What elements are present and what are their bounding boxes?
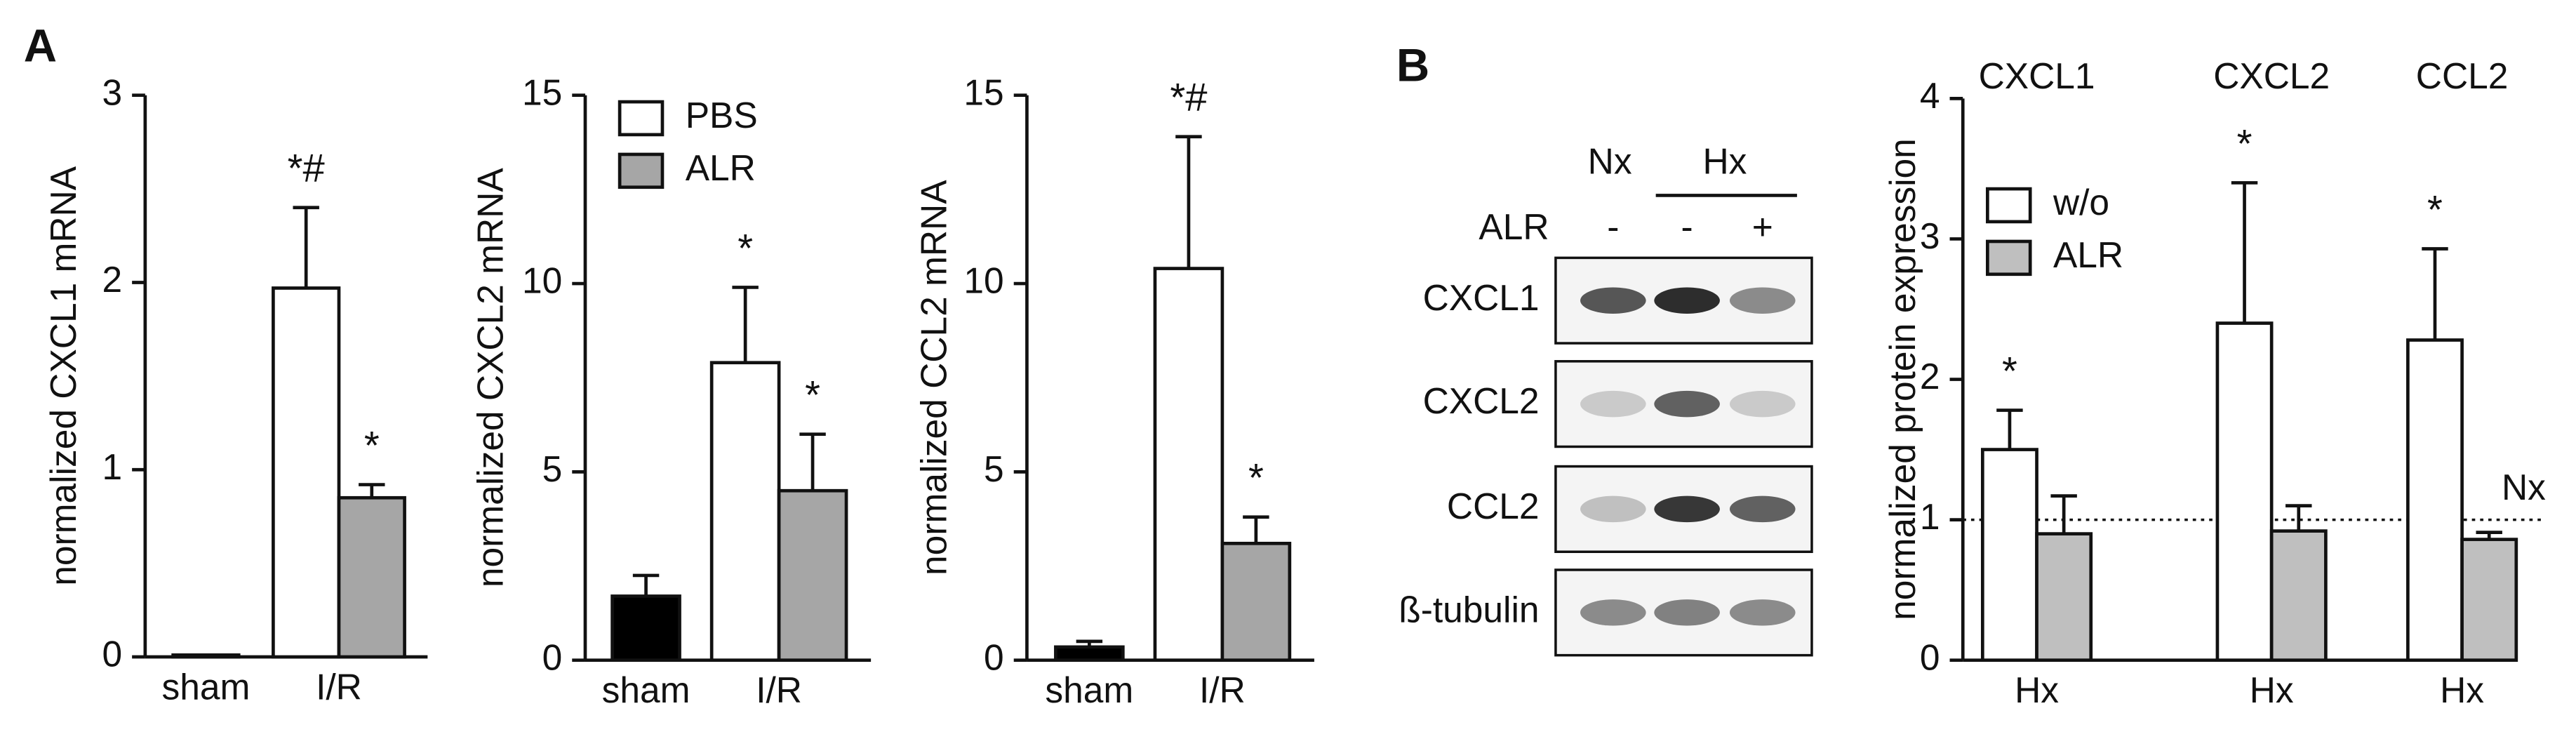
row-label: CXCL1 <box>1423 277 1540 318</box>
panel-label: A <box>24 20 57 72</box>
blot-band <box>1580 287 1646 314</box>
row-label: CCL2 <box>1447 486 1540 526</box>
blot-band <box>1729 390 1796 418</box>
bar <box>2035 532 2093 663</box>
significance-label: * <box>2002 349 2017 393</box>
row-label: CXCL2 <box>1423 380 1540 421</box>
blot-band <box>1729 287 1796 314</box>
legend-label: PBS <box>686 95 758 135</box>
blot-band <box>1729 599 1796 626</box>
significance-label: *# <box>288 146 325 190</box>
western-blot: Nx Hx ALR - - + <box>1479 141 1797 247</box>
x-tick-label: I/R <box>756 670 802 710</box>
blot-band <box>1654 390 1720 418</box>
significance-label: * <box>364 423 380 467</box>
y-tick-label: 10 <box>522 260 562 301</box>
y-tick-label: 2 <box>1920 356 1940 397</box>
y-tick-label: 0 <box>984 637 1004 677</box>
y-axis-label: normalized CXCL2 mRNA <box>470 168 511 587</box>
group-title: CXCL2 <box>2213 55 2330 96</box>
y-axis-label: normalized CCL2 mRNA <box>913 180 954 575</box>
x-tick-label: sham <box>162 666 251 707</box>
bar <box>337 495 406 659</box>
y-tick-label: 3 <box>102 72 122 112</box>
blot-band <box>1729 495 1796 523</box>
column-label: Nx <box>1588 141 1632 182</box>
significance-label: *# <box>1170 75 1207 119</box>
bar <box>2269 529 2328 663</box>
y-tick-label: 2 <box>102 259 122 300</box>
bar <box>1153 267 1224 663</box>
bar <box>709 361 781 663</box>
x-tick-label: I/R <box>316 666 362 707</box>
bar <box>171 653 241 659</box>
legend-swatch <box>1985 187 2032 224</box>
y-tick-label: 5 <box>984 448 1004 489</box>
panel-label: B <box>1396 40 1429 91</box>
row-label: ß-tubulin <box>1399 589 1539 630</box>
blot-band <box>1580 390 1646 418</box>
blot-band <box>1654 287 1720 314</box>
blot-band <box>1654 599 1720 626</box>
bar <box>2406 338 2464 663</box>
y-tick-label: 5 <box>542 448 563 489</box>
bar <box>610 594 681 663</box>
blot-band <box>1580 495 1646 523</box>
treatment-sign: - <box>1681 206 1693 247</box>
y-tick-label: 0 <box>102 634 122 674</box>
y-tick-label: 15 <box>522 72 562 112</box>
x-tick-label: Hx <box>2015 670 2059 710</box>
bar <box>2460 538 2518 663</box>
bar <box>1220 541 1292 663</box>
legend-swatch <box>1985 239 2032 277</box>
bar <box>1980 448 2038 663</box>
y-tick-label: 3 <box>1920 215 1940 256</box>
blot-band <box>1580 599 1646 626</box>
treatment-sign: - <box>1607 206 1619 247</box>
treatment-sign: + <box>1752 206 1773 247</box>
group-title: CCL2 <box>2416 55 2509 96</box>
x-tick-label: Hx <box>2250 670 2294 710</box>
bar <box>1054 645 1125 663</box>
bar <box>272 286 341 659</box>
y-tick-label: 4 <box>1920 75 1940 116</box>
treatment-label: ALR <box>1479 206 1549 247</box>
legend-label: w/o <box>2053 182 2109 222</box>
x-tick-label: I/R <box>1199 670 1246 710</box>
bar <box>777 488 848 663</box>
significance-label: * <box>738 226 753 270</box>
legend-swatch <box>618 100 665 137</box>
y-tick-label: 15 <box>963 72 1003 112</box>
significance-label: * <box>2237 121 2253 166</box>
significance-label: * <box>2427 187 2443 232</box>
y-tick-label: 0 <box>1920 637 1940 677</box>
significance-label: * <box>1248 455 1264 500</box>
y-tick-label: 0 <box>542 637 563 677</box>
significance-label: * <box>805 373 820 417</box>
group-title: CXCL1 <box>1979 55 2095 96</box>
reference-label: Nx <box>2502 467 2546 507</box>
y-tick-label: 1 <box>102 446 122 487</box>
y-axis-label: normalized protein expression <box>1882 138 1923 620</box>
x-tick-label: Hx <box>2440 670 2484 710</box>
column-label: Hx <box>1702 141 1747 182</box>
legend-label: ALR <box>686 147 756 188</box>
x-tick-label: sham <box>1045 670 1133 710</box>
y-tick-label: 1 <box>1920 496 1940 537</box>
legend-swatch <box>618 152 665 189</box>
y-axis-label: normalized CXCL1 mRNA <box>43 166 84 585</box>
blot-band <box>1654 495 1720 523</box>
y-tick-label: 10 <box>963 260 1003 301</box>
x-tick-label: sham <box>602 670 690 710</box>
bar <box>2215 321 2274 663</box>
legend-label: ALR <box>2053 234 2123 275</box>
